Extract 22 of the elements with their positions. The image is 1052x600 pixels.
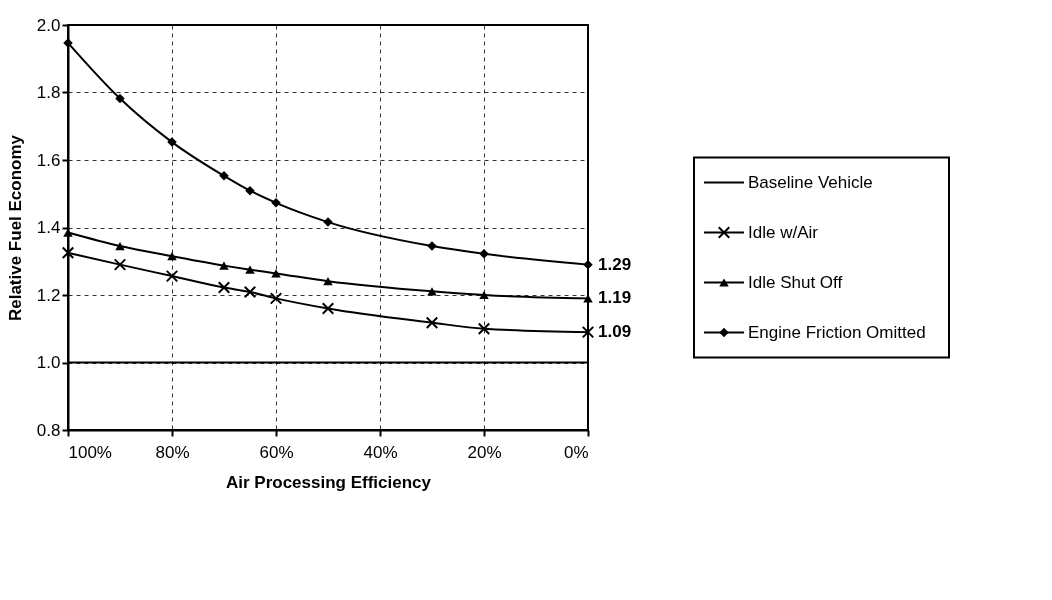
y-axis-title: Relative Fuel Economy [5,134,25,322]
y-tick-label: 1.0 [36,353,61,372]
legend-label: Engine Friction Omitted [748,322,926,342]
data-label: 1.19 [598,288,632,308]
y-tick-label: 0.8 [36,420,61,440]
legend-label: Idle Shut Off [748,272,843,292]
y-tick-label: 2.0 [36,15,61,35]
legend-label: Idle w/Air [748,222,819,242]
x-tick-label: 80% [155,442,190,462]
x-tick-label: 100% [68,442,112,462]
x-tick-label: 20% [467,442,502,462]
data-label: 1.29 [598,254,632,274]
y-tick-label: 1.2 [36,285,61,305]
y-tick-label: 1.6 [36,150,61,170]
x-tick-label: 40% [363,442,398,462]
x-axis-title: Air Processing Efficiency [225,472,432,492]
x-tick-label: 60% [259,442,294,462]
legend-label: Baseline Vehicle [748,172,873,192]
x-tick-label: 0% [563,442,589,462]
data-label: 1.09 [598,322,632,342]
y-tick-label: 1.8 [36,83,61,102]
y-tick-label: 1.4 [36,218,61,237]
